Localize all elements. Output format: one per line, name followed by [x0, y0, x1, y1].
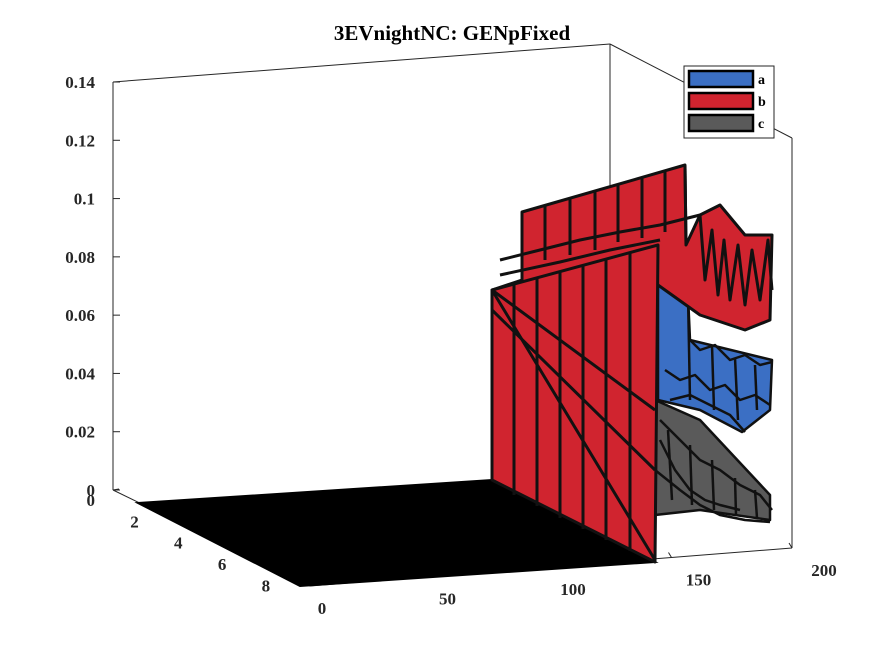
z-tick-label: 0.12 — [65, 131, 95, 150]
legend-label: c — [758, 117, 764, 132]
legend-label: a — [758, 73, 765, 88]
legend-swatch — [687, 69, 755, 89]
y-tick-label: 8 — [262, 576, 271, 595]
z-tick-label: 0.06 — [65, 306, 95, 325]
z-tick-label: 0.08 — [65, 248, 95, 267]
z-tick-label: 0 — [87, 481, 96, 500]
z-tick-label: 0.04 — [65, 364, 95, 383]
legend-swatch — [687, 113, 755, 133]
legend-swatch — [687, 91, 755, 111]
z-axis-ticks: 0 0.02 0.04 0.06 0.08 0.1 0.12 0.14 — [65, 73, 120, 500]
back-top-edge — [112, 43, 611, 83]
x-tick-label: 100 — [560, 580, 586, 599]
x-tick-mark — [668, 552, 672, 558]
y-tick-mark — [112, 488, 120, 491]
y-tick-label: 0 — [87, 491, 96, 510]
z-tick-label: 0.1 — [74, 190, 95, 209]
chart-title: 3EVnightNC: GENpFixed — [334, 21, 571, 45]
z-tick-label: 0.14 — [65, 73, 95, 92]
legend: abc — [683, 65, 775, 139]
legend-label: b — [758, 95, 766, 110]
z-tick-label: 0.02 — [65, 423, 95, 442]
x-tick-label: 150 — [686, 571, 712, 590]
series-a-surface — [656, 283, 774, 434]
y-tick-label: 6 — [218, 555, 227, 574]
x-tick-label: 50 — [439, 590, 456, 609]
x-tick-label: 0 — [318, 599, 327, 618]
x-tick-label: 200 — [811, 561, 837, 580]
legend-items: abc — [687, 69, 766, 133]
y-tick-label: 2 — [130, 512, 139, 531]
series-b-surface — [490, 163, 774, 564]
x-tick-mark — [788, 542, 793, 549]
y-tick-label: 4 — [174, 534, 183, 553]
